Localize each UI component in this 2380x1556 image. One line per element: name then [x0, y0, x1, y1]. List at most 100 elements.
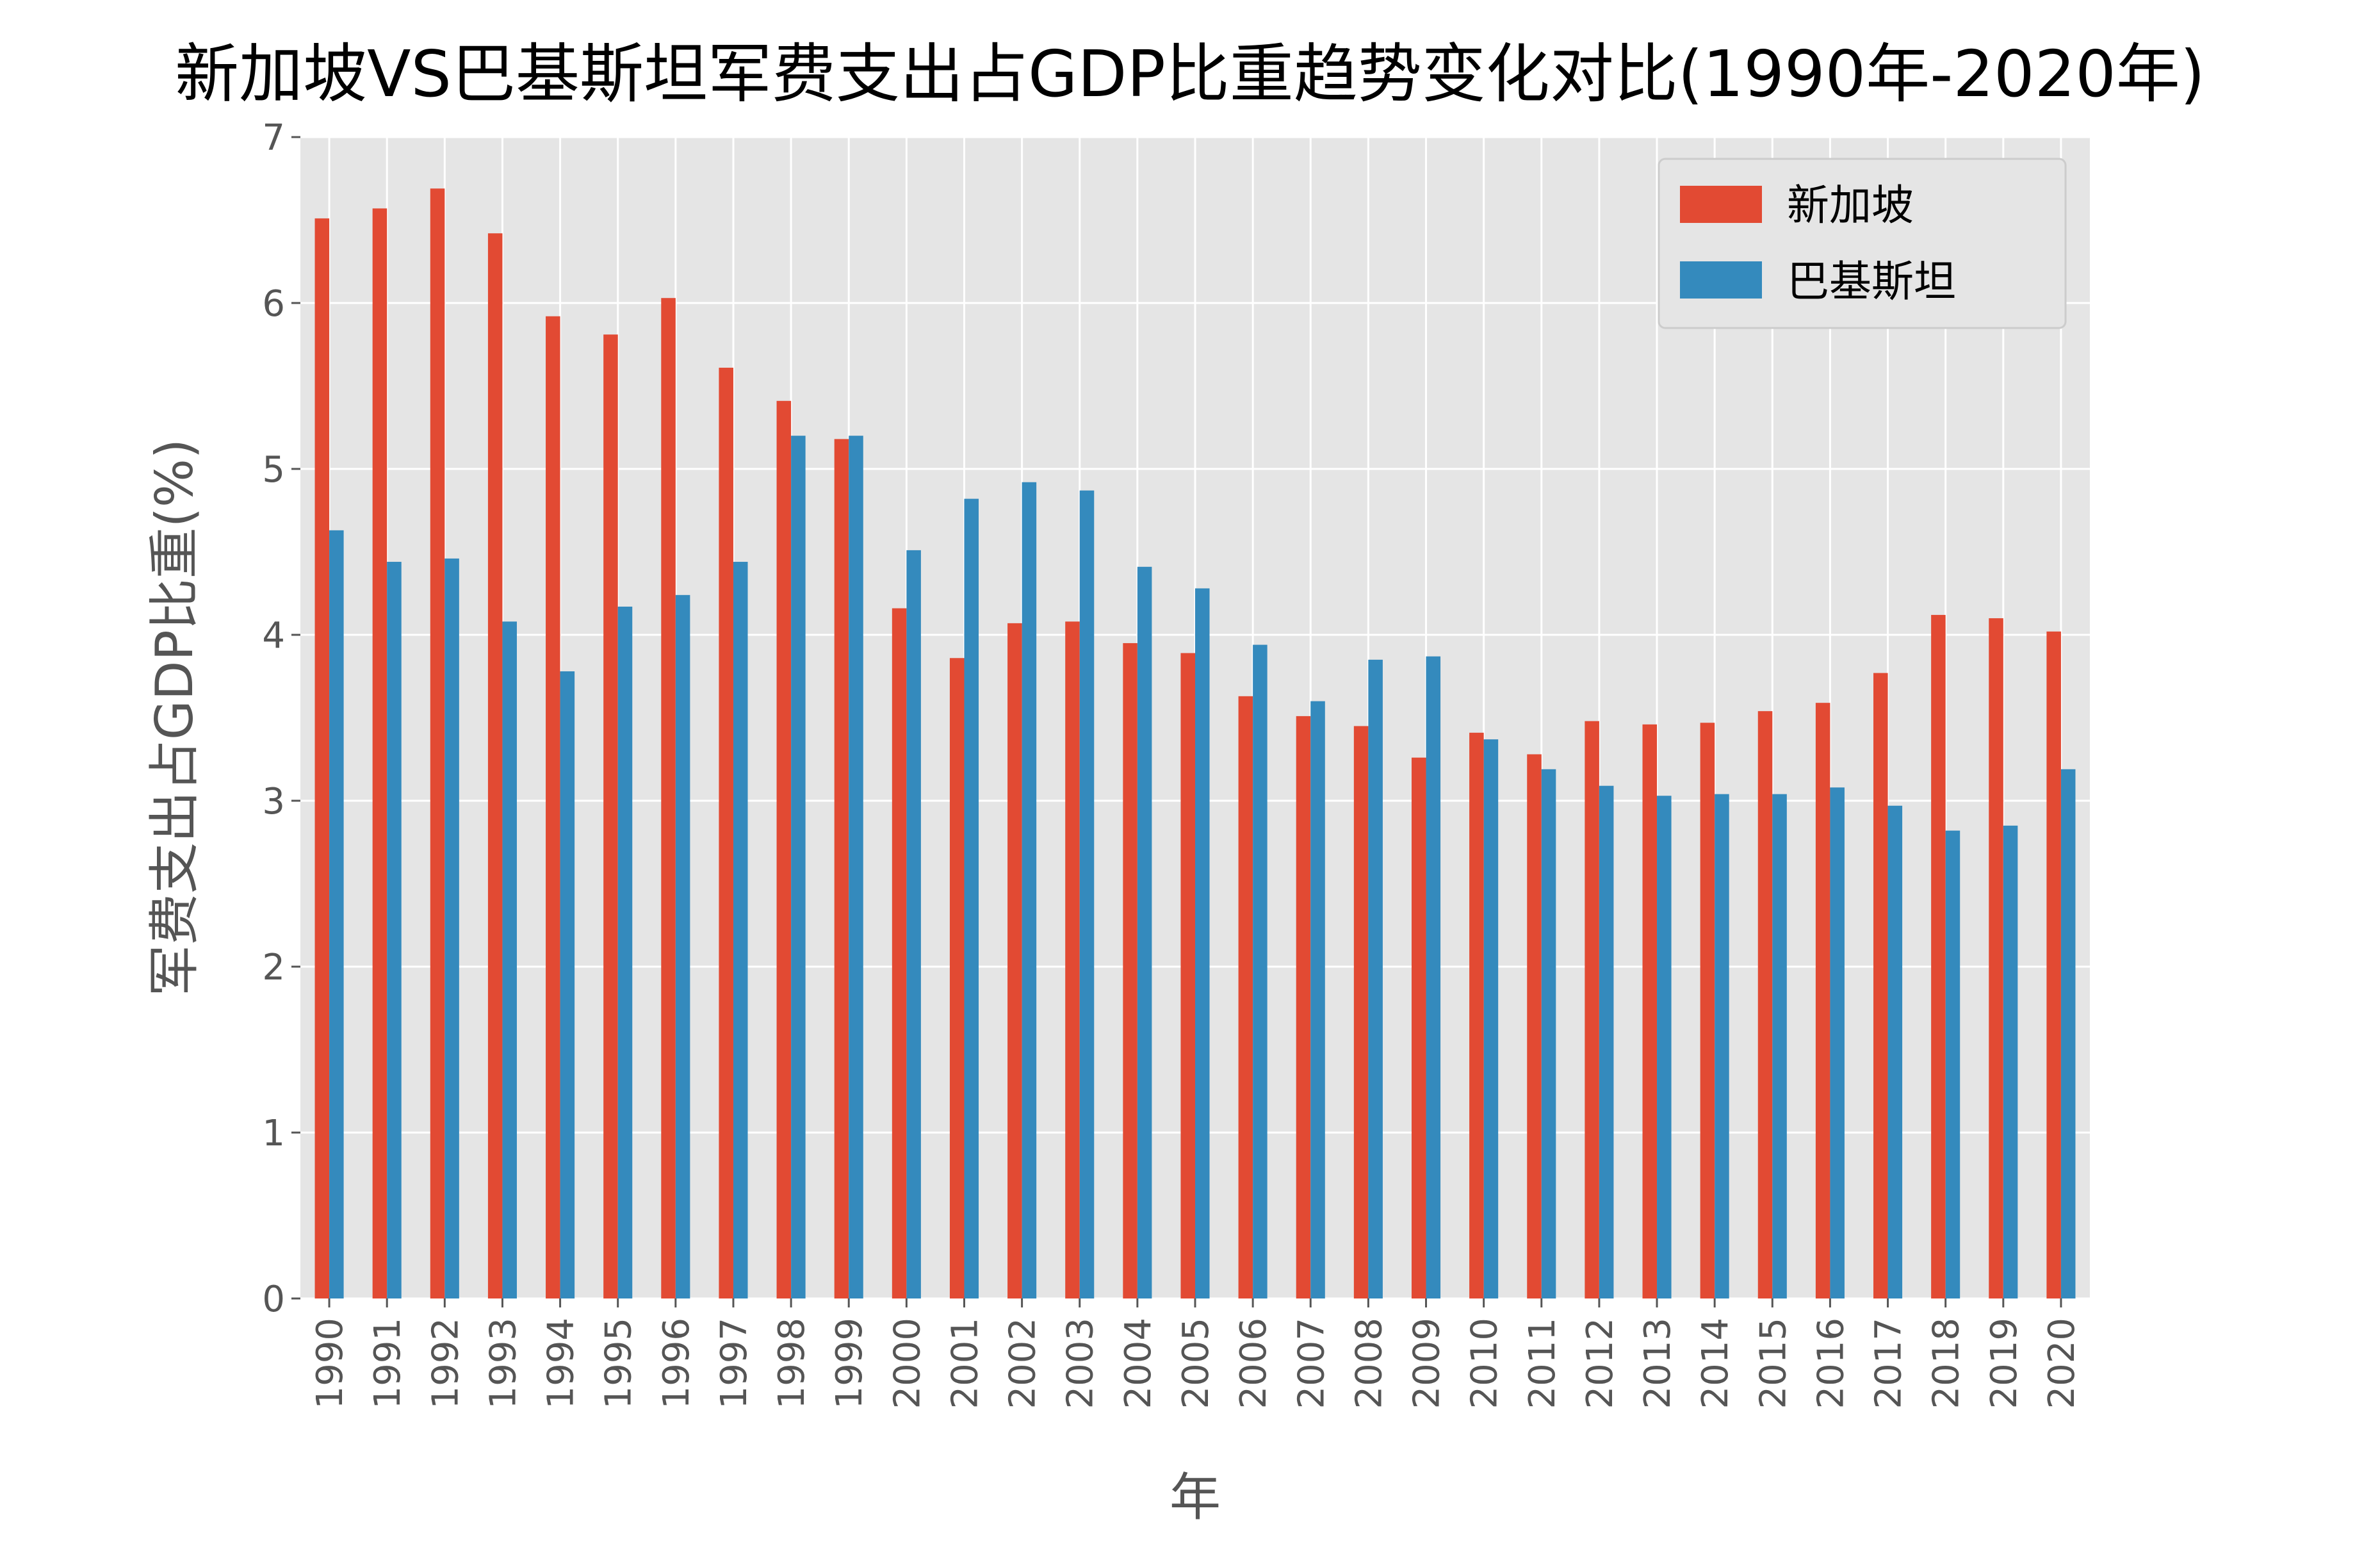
bar-pakistan-2015 [1772, 794, 1787, 1298]
x-tick-label: 2005 [1175, 1318, 1217, 1409]
y-tick-label: 3 [262, 781, 285, 823]
x-tick-label: 1994 [541, 1318, 582, 1409]
bar-singapore-1990 [314, 218, 330, 1298]
x-tick-label: 2009 [1406, 1318, 1448, 1409]
bar-singapore-1999 [834, 439, 849, 1298]
x-tick-label: 1998 [771, 1318, 813, 1409]
bar-pakistan-1990 [329, 530, 344, 1298]
bar-singapore-2008 [1353, 726, 1369, 1298]
x-tick-label: 2004 [1118, 1318, 1159, 1409]
x-tick-label: 2000 [886, 1318, 928, 1409]
x-tick-label: 2016 [1810, 1318, 1852, 1409]
y-tick-label: 2 [262, 947, 285, 988]
bar-pakistan-2002 [1022, 482, 1037, 1298]
x-tick-label: 1997 [713, 1318, 755, 1409]
x-tick-label: 2020 [2041, 1318, 2083, 1409]
bar-pakistan-2010 [1483, 739, 1499, 1298]
legend: 新加坡 巴基斯坦 [1658, 158, 2067, 329]
y-tick-label: 1 [262, 1113, 285, 1154]
x-tick-label: 2010 [1464, 1318, 1506, 1409]
x-tick-label: 2019 [1984, 1318, 2025, 1409]
x-tick-label: 2001 [944, 1318, 986, 1409]
bar-pakistan-2005 [1195, 588, 1210, 1298]
bar-pakistan-2001 [964, 498, 979, 1298]
bar-pakistan-2013 [1657, 796, 1672, 1298]
bar-pakistan-1991 [387, 562, 402, 1298]
x-axis: 1990 1991 1992 1993 1994 1995 1996 1997 1998 1999… [309, 1298, 2083, 1409]
x-tick-label: 1991 [367, 1318, 409, 1409]
bar-pakistan-2009 [1426, 656, 1441, 1298]
x-tick-label: 2011 [1522, 1318, 1563, 1409]
bar-pakistan-2017 [1887, 805, 1903, 1298]
x-tick-label: 2006 [1233, 1318, 1275, 1409]
x-tick-label: 1990 [309, 1318, 351, 1409]
y-axis-label: 军费支出占GDP比重(%) [145, 439, 204, 996]
bar-singapore-2000 [892, 608, 907, 1298]
bar-singapore-1996 [661, 298, 676, 1299]
x-axis-label: 年 [1170, 1468, 1221, 1527]
x-tick-label: 2013 [1637, 1318, 1679, 1409]
x-tick-label: 2015 [1752, 1318, 1794, 1409]
bar-pakistan-1998 [791, 436, 806, 1299]
bar-singapore-2001 [949, 658, 965, 1298]
bar-pakistan-2007 [1310, 701, 1325, 1298]
x-tick-label: 1996 [656, 1318, 697, 1409]
bar-singapore-2013 [1642, 724, 1658, 1298]
legend-label-pakistan: 巴基斯坦 [1787, 257, 1956, 306]
bar-pakistan-1994 [560, 671, 575, 1298]
bar-singapore-1998 [776, 400, 792, 1298]
bar-singapore-2003 [1065, 621, 1080, 1298]
x-tick-label: 2007 [1291, 1318, 1332, 1409]
y-tick-label: 0 [262, 1279, 285, 1320]
bar-pakistan-2018 [1945, 830, 1960, 1298]
x-tick-label: 2017 [1868, 1318, 1910, 1409]
bar-singapore-2010 [1469, 732, 1484, 1298]
y-tick-label: 5 [262, 449, 285, 491]
bar-pakistan-1999 [849, 436, 863, 1299]
x-tick-label: 2018 [1926, 1318, 1968, 1409]
bar-singapore-1995 [603, 334, 618, 1299]
bar-singapore-2015 [1757, 711, 1773, 1298]
legend-swatch-pakistan [1680, 261, 1762, 299]
x-tick-label: 1999 [829, 1318, 870, 1409]
x-tick-label: 1992 [425, 1318, 466, 1409]
bar-pakistan-2011 [1541, 769, 1556, 1298]
chart-title: 新加坡VS巴基斯坦军费支出占GDP比重趋势变化对比(1990年-2020年) [175, 37, 2205, 111]
x-tick-label: 2012 [1579, 1318, 1621, 1409]
bar-pakistan-2003 [1079, 490, 1095, 1299]
bar-singapore-2007 [1296, 716, 1311, 1298]
x-tick-label: 1995 [598, 1318, 640, 1409]
bar-pakistan-1996 [675, 594, 690, 1298]
bar-singapore-2017 [1873, 673, 1888, 1298]
bar-singapore-2002 [1007, 623, 1022, 1298]
bar-singapore-1994 [546, 316, 560, 1299]
x-tick-label: 2002 [1002, 1318, 1044, 1409]
bar-pakistan-2019 [2003, 825, 2018, 1298]
bar-singapore-2014 [1700, 723, 1715, 1298]
x-tick-label: 2003 [1060, 1318, 1102, 1409]
bar-pakistan-1997 [733, 562, 748, 1298]
bar-singapore-2009 [1411, 757, 1426, 1298]
bar-singapore-2004 [1123, 643, 1137, 1298]
bar-singapore-2018 [1931, 614, 1946, 1299]
y-tick-label: 7 [262, 117, 285, 159]
bar-singapore-2019 [1989, 618, 2003, 1298]
x-tick-label: 2008 [1348, 1318, 1390, 1409]
bar-pakistan-2014 [1715, 794, 1729, 1298]
bar-singapore-1997 [719, 368, 733, 1298]
bar-pakistan-2000 [906, 550, 921, 1299]
bar-singapore-1993 [487, 233, 503, 1299]
y-axis: 0 1 2 3 4 5 6 7 [262, 117, 300, 1320]
bar-pakistan-2008 [1368, 659, 1383, 1298]
bar-singapore-2020 [2046, 631, 2061, 1298]
bar-pakistan-2004 [1137, 566, 1152, 1298]
bar-singapore-2011 [1527, 754, 1542, 1298]
x-tick-label: 1993 [482, 1318, 524, 1409]
bar-pakistan-2020 [2060, 769, 2076, 1298]
bar-pakistan-1992 [444, 558, 459, 1298]
bars [314, 188, 2076, 1299]
x-tick-label: 2014 [1695, 1318, 1736, 1409]
legend-label-singapore: 新加坡 [1787, 181, 1914, 230]
y-tick-label: 6 [262, 283, 285, 325]
